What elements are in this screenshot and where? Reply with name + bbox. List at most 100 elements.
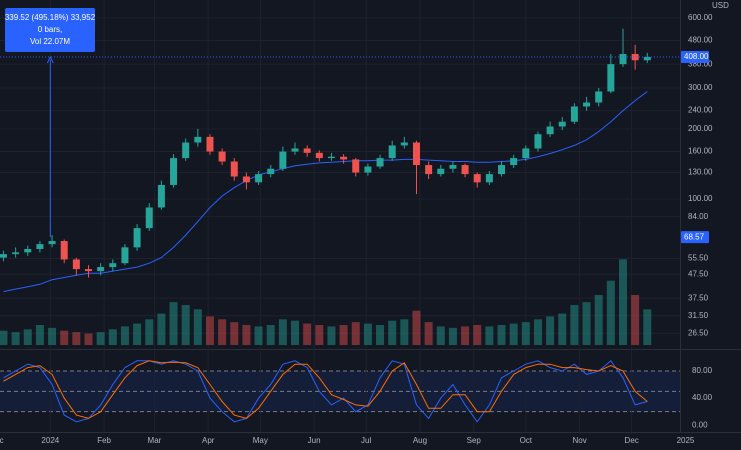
candle-body bbox=[340, 156, 348, 160]
measure-text: 339.52 (495.18%) 33,952 bbox=[5, 13, 96, 22]
candle-body bbox=[36, 244, 44, 250]
candle-body bbox=[291, 148, 299, 152]
candle-body bbox=[461, 165, 469, 175]
y-tick-label: 31.50 bbox=[688, 311, 709, 320]
candle-body bbox=[109, 263, 117, 268]
volume-bar bbox=[48, 327, 57, 345]
volume-bar bbox=[570, 305, 579, 345]
y-tick-label: 40.00 bbox=[692, 393, 713, 402]
candle-body bbox=[352, 159, 360, 173]
candle-body bbox=[303, 148, 311, 153]
y-tick-label: 100.00 bbox=[688, 194, 713, 203]
volume-bar bbox=[266, 325, 275, 345]
candle-body bbox=[534, 134, 542, 149]
volume-bar bbox=[254, 326, 263, 345]
candle-body bbox=[570, 106, 578, 122]
x-tick-label: Jun bbox=[308, 436, 321, 445]
volume-bar bbox=[376, 325, 385, 345]
volume-bar bbox=[546, 316, 555, 345]
candle-body bbox=[97, 267, 105, 272]
y-tick-label: 0.00 bbox=[692, 420, 708, 429]
x-tick-label: Mar bbox=[148, 436, 162, 445]
y-tick-label: 84.00 bbox=[688, 212, 709, 221]
candle-body bbox=[315, 152, 323, 159]
candle-body bbox=[85, 269, 93, 272]
candle-body bbox=[206, 136, 214, 152]
x-tick-label: Sep bbox=[467, 436, 482, 445]
y-tick-label: 600.00 bbox=[688, 13, 713, 22]
volume-bar bbox=[533, 319, 542, 345]
y-tick-label: 47.50 bbox=[688, 269, 709, 278]
volume-bar bbox=[181, 305, 190, 345]
measure-text: 0 bars, bbox=[38, 25, 62, 34]
candle-body bbox=[230, 161, 238, 177]
measure-box bbox=[5, 8, 95, 52]
price-label: 68.57 bbox=[684, 232, 705, 241]
y-tick-label: 80.00 bbox=[692, 366, 713, 375]
volume-bar bbox=[23, 329, 32, 345]
volume-bar bbox=[60, 330, 69, 345]
volume-bar bbox=[424, 322, 433, 345]
candle-body bbox=[242, 176, 250, 183]
candle-body bbox=[400, 142, 408, 146]
candle-body bbox=[24, 249, 32, 253]
y-tick-label: 55.50 bbox=[688, 254, 709, 263]
volume-bar bbox=[205, 316, 214, 345]
currency: USD bbox=[712, 1, 729, 10]
y-tick-label: 130.00 bbox=[688, 168, 713, 177]
candle-body bbox=[473, 174, 481, 183]
volume-bar bbox=[339, 325, 348, 345]
candle-body bbox=[449, 165, 457, 169]
candle-body bbox=[0, 254, 7, 258]
candle-body bbox=[583, 102, 591, 107]
y-tick-label: 240.00 bbox=[688, 106, 713, 115]
candle-body bbox=[60, 241, 68, 260]
volume-bar bbox=[84, 333, 93, 345]
oscillator-line bbox=[3, 360, 648, 419]
x-tick-label: Aug bbox=[413, 436, 427, 445]
volume-bar bbox=[618, 259, 627, 345]
volume-bar bbox=[485, 326, 494, 345]
x-tick-label: 2024 bbox=[41, 436, 59, 445]
plot bbox=[0, 28, 680, 423]
candle-body bbox=[182, 142, 190, 159]
price-label: 408.00 bbox=[684, 52, 709, 61]
volume-bar bbox=[594, 295, 603, 345]
measure-arrow bbox=[46, 55, 54, 64]
candle-body bbox=[218, 151, 226, 162]
volume-bar bbox=[35, 325, 44, 345]
candle-body bbox=[485, 174, 493, 183]
candle-body bbox=[619, 54, 627, 65]
volume-bar bbox=[278, 319, 287, 345]
candle-body bbox=[546, 126, 554, 135]
y-tick-label: 160.00 bbox=[688, 147, 713, 156]
candle-body bbox=[595, 91, 603, 103]
y-tick-label: 380.00 bbox=[688, 59, 713, 68]
x-tick-label: 2025 bbox=[677, 436, 695, 445]
volume-bar bbox=[96, 332, 105, 345]
y-tick-label: 300.00 bbox=[688, 83, 713, 92]
volume-bar bbox=[291, 320, 300, 345]
moving-average bbox=[3, 91, 648, 293]
volume-bar bbox=[461, 326, 470, 345]
price-label-box bbox=[681, 231, 709, 244]
axis: 600.00 480.00 380.00 300.00 240.00 200.00 160.… bbox=[0, 13, 713, 445]
candle-body bbox=[522, 148, 530, 159]
volume-bar bbox=[412, 310, 421, 345]
volume-bar bbox=[582, 302, 591, 345]
y-tick-label: 480.00 bbox=[688, 36, 713, 45]
candle-body bbox=[267, 168, 275, 175]
candle-body bbox=[607, 64, 615, 92]
candle-body bbox=[388, 145, 396, 159]
volume-bar bbox=[509, 323, 518, 345]
volume-bar bbox=[11, 332, 20, 345]
candle-body bbox=[12, 252, 20, 255]
volume-bar bbox=[230, 322, 239, 345]
y-tick-label: 200.00 bbox=[688, 124, 713, 133]
volume-bar bbox=[157, 313, 166, 345]
x-tick-label: Dec bbox=[0, 436, 4, 445]
volume-bar bbox=[108, 329, 117, 345]
candle-body bbox=[279, 151, 287, 169]
y-tick-label: 26.50 bbox=[688, 328, 709, 337]
